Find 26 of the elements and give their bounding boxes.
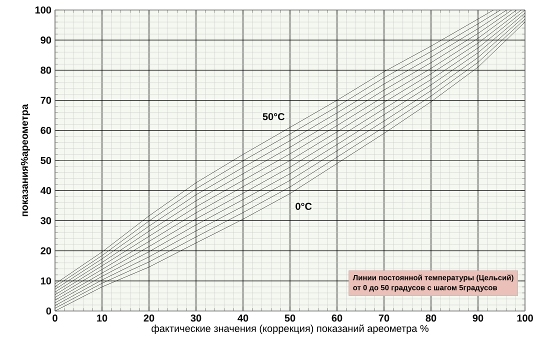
x-tick-label: 60 <box>332 314 342 322</box>
series-label: 0°C <box>296 202 312 210</box>
x-tick-label: 30 <box>190 314 202 322</box>
y-tick-label: 30 <box>40 217 52 224</box>
y-tick-label: 80 <box>40 66 52 74</box>
y-tick-label: 100 <box>35 6 52 14</box>
x-tick-label: 40 <box>238 314 248 322</box>
x-axis-title: фактические значения (коррекция) показаний ареометра % <box>152 324 429 334</box>
x-tick-label: 50 <box>284 314 296 322</box>
y-tick-label: 60 <box>40 126 52 134</box>
x-tick-label: 80 <box>426 314 436 322</box>
y-tick-label: 40 <box>40 187 52 194</box>
y-tick-label: 90 <box>40 36 52 44</box>
x-tick-label: 70 <box>378 314 390 322</box>
y-axis-title: показания%ареометра <box>20 104 30 216</box>
x-tick-label: 20 <box>144 314 154 322</box>
y-tick-label: 70 <box>40 96 52 104</box>
y-tick-label: 50 <box>40 156 52 164</box>
series-label: 50°C <box>262 113 285 120</box>
x-tick-label: 100 <box>517 314 533 322</box>
x-tick-label: 90 <box>472 314 484 322</box>
x-tick-label: 0 <box>52 314 58 322</box>
x-tick-label: 10 <box>97 314 108 322</box>
y-tick-label: 0 <box>46 307 52 315</box>
y-tick-label: 10 <box>40 277 52 284</box>
y-tick-label: 20 <box>40 247 52 254</box>
